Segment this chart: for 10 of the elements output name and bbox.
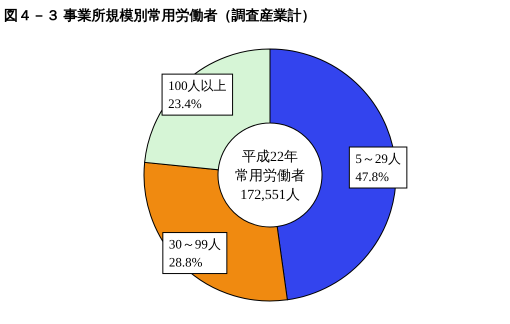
data-label: 28.8% xyxy=(168,254,203,270)
text: 平成22年 xyxy=(242,149,298,165)
data-label: 47.8% xyxy=(355,169,390,184)
slice-label: 30～99人 xyxy=(168,236,221,252)
slice-label: 5～29人 xyxy=(355,151,401,166)
chart-title: 図４－３ 事業所規模別常用労働者（調査産業計） xyxy=(4,7,316,24)
text: 常用労働者 xyxy=(235,168,305,184)
slice-label: 100人以上 xyxy=(168,78,227,94)
text: 172,551人 xyxy=(240,187,300,203)
data-label: 23.4% xyxy=(168,96,202,112)
